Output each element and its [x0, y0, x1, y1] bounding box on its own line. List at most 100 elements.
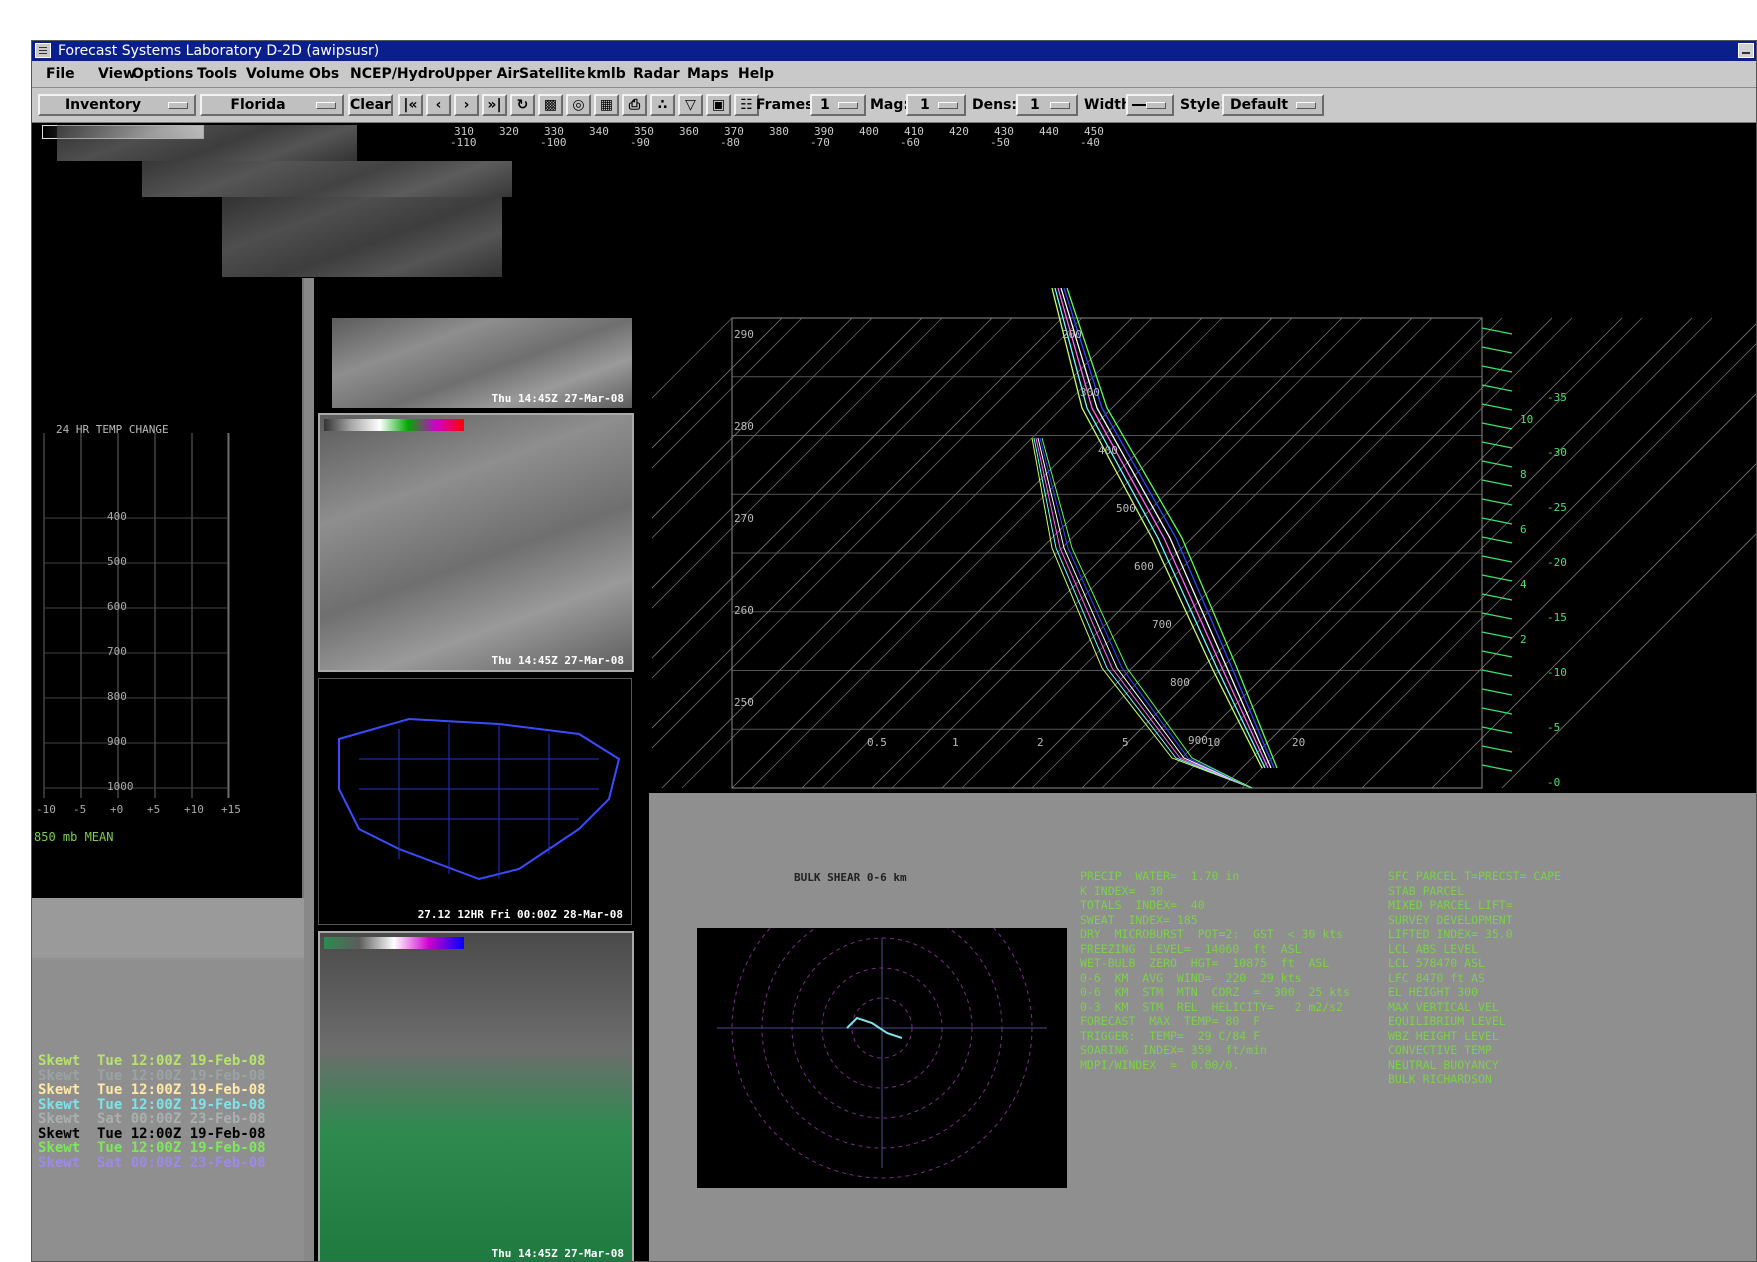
temp-change-panel[interactable]: 24 HR TEMP CHANGE 400 500 600 700 800 900 1000… — [32, 278, 304, 898]
height-scale-label: -5 — [1547, 721, 1561, 734]
top-tick-label: 360 — [679, 125, 699, 138]
temp-change-xlabel: -10 — [36, 803, 56, 816]
frames-dropdown[interactable]: 1 — [810, 94, 866, 116]
single-pane-icon[interactable]: ▣ — [706, 94, 731, 116]
menu-view[interactable]: View — [98, 66, 136, 82]
temp-change-ylabel: 900 — [107, 735, 127, 748]
sat-mid-timestamp: Thu 14:45Z 27-Mar-08 — [491, 654, 624, 667]
animation-icon[interactable]: ◎ — [566, 94, 591, 116]
height-scale-label: -15 — [1547, 611, 1567, 624]
frames-label: Frames: — [756, 97, 820, 113]
sat-pane-visible[interactable]: Thu 14:45Z 27-Mar-08 — [318, 413, 634, 672]
top-tick-label: 440 — [1039, 125, 1059, 138]
temp-change-ylabel: 600 — [107, 600, 127, 613]
legend-item[interactable]: Skewt Tue 12:00Z 19-Feb-08 — [38, 1082, 266, 1098]
menu-radar[interactable]: Radar — [633, 66, 680, 82]
temp-change-ylabel: 500 — [107, 555, 127, 568]
parcel-line: BULK RICHARDSON — [1388, 1072, 1492, 1086]
legend-item[interactable]: Skewt Tue 12:00Z 19-Feb-08 — [38, 1067, 266, 1084]
top-tick-label-c: -100 — [540, 136, 567, 149]
menu-tools[interactable]: Tools — [197, 66, 238, 82]
frames-value: 1 — [820, 97, 830, 113]
minimize-icon[interactable] — [1738, 43, 1754, 58]
next-frame-icon[interactable]: › — [454, 94, 479, 116]
temp-change-xlabel: +0 — [110, 803, 124, 816]
dens-dropdown[interactable]: 1 — [1016, 94, 1078, 116]
region-dropdown[interactable]: Florida — [200, 94, 344, 116]
temperature-profile — [1051, 288, 1263, 769]
menu-volume[interactable]: Volume — [246, 66, 305, 82]
legend-item[interactable]: Skewt Tue 12:00Z 19-Feb-08 — [38, 1096, 266, 1113]
skewt-panel[interactable]: 290 280 270 260 250 200 300 400 500 600 700 800 900… — [652, 288, 1756, 848]
parcel-line: WBZ HEIGHT LEVEL — [1388, 1028, 1499, 1043]
index-line: DRY MICROBURST POT=2: GST < 30 kts — [1080, 927, 1344, 941]
hodo-label: BULK SHEAR 0-6 km — [794, 871, 907, 884]
height-km-label: 4 — [1520, 578, 1527, 591]
index-line: MDPI/WINDEX = 0.00/0. — [1080, 1057, 1240, 1072]
window-menu-icon[interactable] — [35, 43, 51, 58]
theta-label: 260 — [734, 604, 754, 617]
sat-pane-top[interactable]: Thu 14:45Z 27-Mar-08 — [332, 318, 632, 408]
top-tick-label-c: -90 — [630, 136, 650, 149]
map-pane[interactable]: 27.12 12HR Fri 00:00Z 28-Mar-08 — [318, 678, 632, 925]
theta-label: 280 — [734, 420, 754, 433]
region-label: Florida — [230, 97, 286, 113]
menu-help[interactable]: Help — [738, 66, 775, 82]
prev-frame-icon[interactable]: ‹ — [426, 94, 451, 116]
inventory-dropdown[interactable]: Inventory — [38, 94, 196, 116]
swap-panes-icon[interactable]: ▦ — [594, 94, 619, 116]
height-scale-label: -0 — [1547, 776, 1561, 789]
pressure-label: 800 — [1170, 676, 1190, 689]
temp-change-xlabel: -5 — [73, 803, 87, 816]
pressure-label: 200 — [1062, 328, 1082, 341]
top-tick-label: 400 — [859, 125, 879, 138]
height-scale-label: -10 — [1547, 666, 1567, 679]
top-tick-label: 340 — [589, 125, 609, 138]
temp-change-ylabel: 800 — [107, 690, 127, 703]
mixing-ratio-label: 2 — [1037, 736, 1044, 749]
menu-file[interactable]: File — [46, 66, 75, 82]
clear-button[interactable]: Clear — [348, 94, 393, 116]
top-tick-label: 380 — [769, 125, 789, 138]
theta-label: 290 — [734, 328, 754, 341]
dropdown-indicator-icon — [316, 102, 336, 109]
menu-maps[interactable]: Maps — [687, 66, 729, 82]
dewpoint-profile — [1039, 437, 1253, 789]
loop-icon[interactable]: ↻ — [510, 94, 535, 116]
height-scale-label: -30 — [1547, 446, 1567, 459]
menu-ncep-hydro[interactable]: NCEP/Hydro — [350, 66, 445, 82]
menu-options[interactable]: Options — [132, 66, 194, 82]
dewpoint-profile — [1031, 437, 1253, 789]
temp-change-xlabel: +15 — [221, 803, 241, 816]
menu-kmlb[interactable]: kmlb — [587, 66, 626, 82]
legend-item[interactable]: Skewt Tue 12:00Z 19-Feb-08 — [38, 1140, 266, 1156]
menu-obs[interactable]: Obs — [309, 66, 340, 82]
four-pane-icon[interactable]: ☷ — [734, 94, 759, 116]
top-tick-label-c: -80 — [720, 136, 740, 149]
baselines-icon[interactable]: ▽ — [678, 94, 703, 116]
hodograph-panel[interactable] — [697, 928, 1067, 1188]
temperature-profile — [1066, 288, 1278, 769]
menu-satellite[interactable]: Satellite — [519, 66, 586, 82]
legend-item[interactable]: Skewt Sat 00:00Z 23-Feb-08 — [38, 1154, 266, 1171]
dewpoint-profile — [1041, 437, 1253, 789]
style-dropdown[interactable]: Default — [1222, 94, 1324, 116]
wv-pane[interactable]: Thu 14:45Z 27-Mar-08 — [318, 931, 634, 1261]
d2d-window: Forecast Systems Laboratory D-2D (awipsu… — [31, 40, 1757, 1262]
inventory-label: Inventory — [64, 97, 142, 113]
first-frame-icon[interactable]: |« — [398, 94, 423, 116]
height-scale-label: -25 — [1547, 501, 1567, 514]
print-icon[interactable]: ⎙ — [622, 94, 647, 116]
width-dropdown[interactable] — [1126, 94, 1174, 116]
legend-item[interactable]: Skewt Tue 12:00Z 19-Feb-08 — [38, 1053, 266, 1069]
skewt-legend-panel[interactable]: Skewt Tue 12:00Z 19-Feb-08 Skewt Tue 12:0… — [32, 898, 304, 1261]
legend-item[interactable]: Skewt Sat 00:00Z 23-Feb-08 — [38, 1111, 266, 1127]
image-combine-icon[interactable]: ▩ — [538, 94, 563, 116]
menu-upper-air[interactable]: Upper Air — [444, 66, 520, 82]
main-display-area[interactable]: 24 HR TEMP CHANGE 400 500 600 700 800 900 1000… — [32, 123, 1756, 1261]
last-frame-icon[interactable]: »| — [482, 94, 507, 116]
legend-item[interactable]: Skewt Tue 12:00Z 19-Feb-08 — [38, 1125, 266, 1142]
points-icon[interactable]: ∴ — [650, 94, 675, 116]
mixing-ratio-label: 0.5 — [867, 736, 887, 749]
mag-dropdown[interactable]: 1 — [906, 94, 966, 116]
